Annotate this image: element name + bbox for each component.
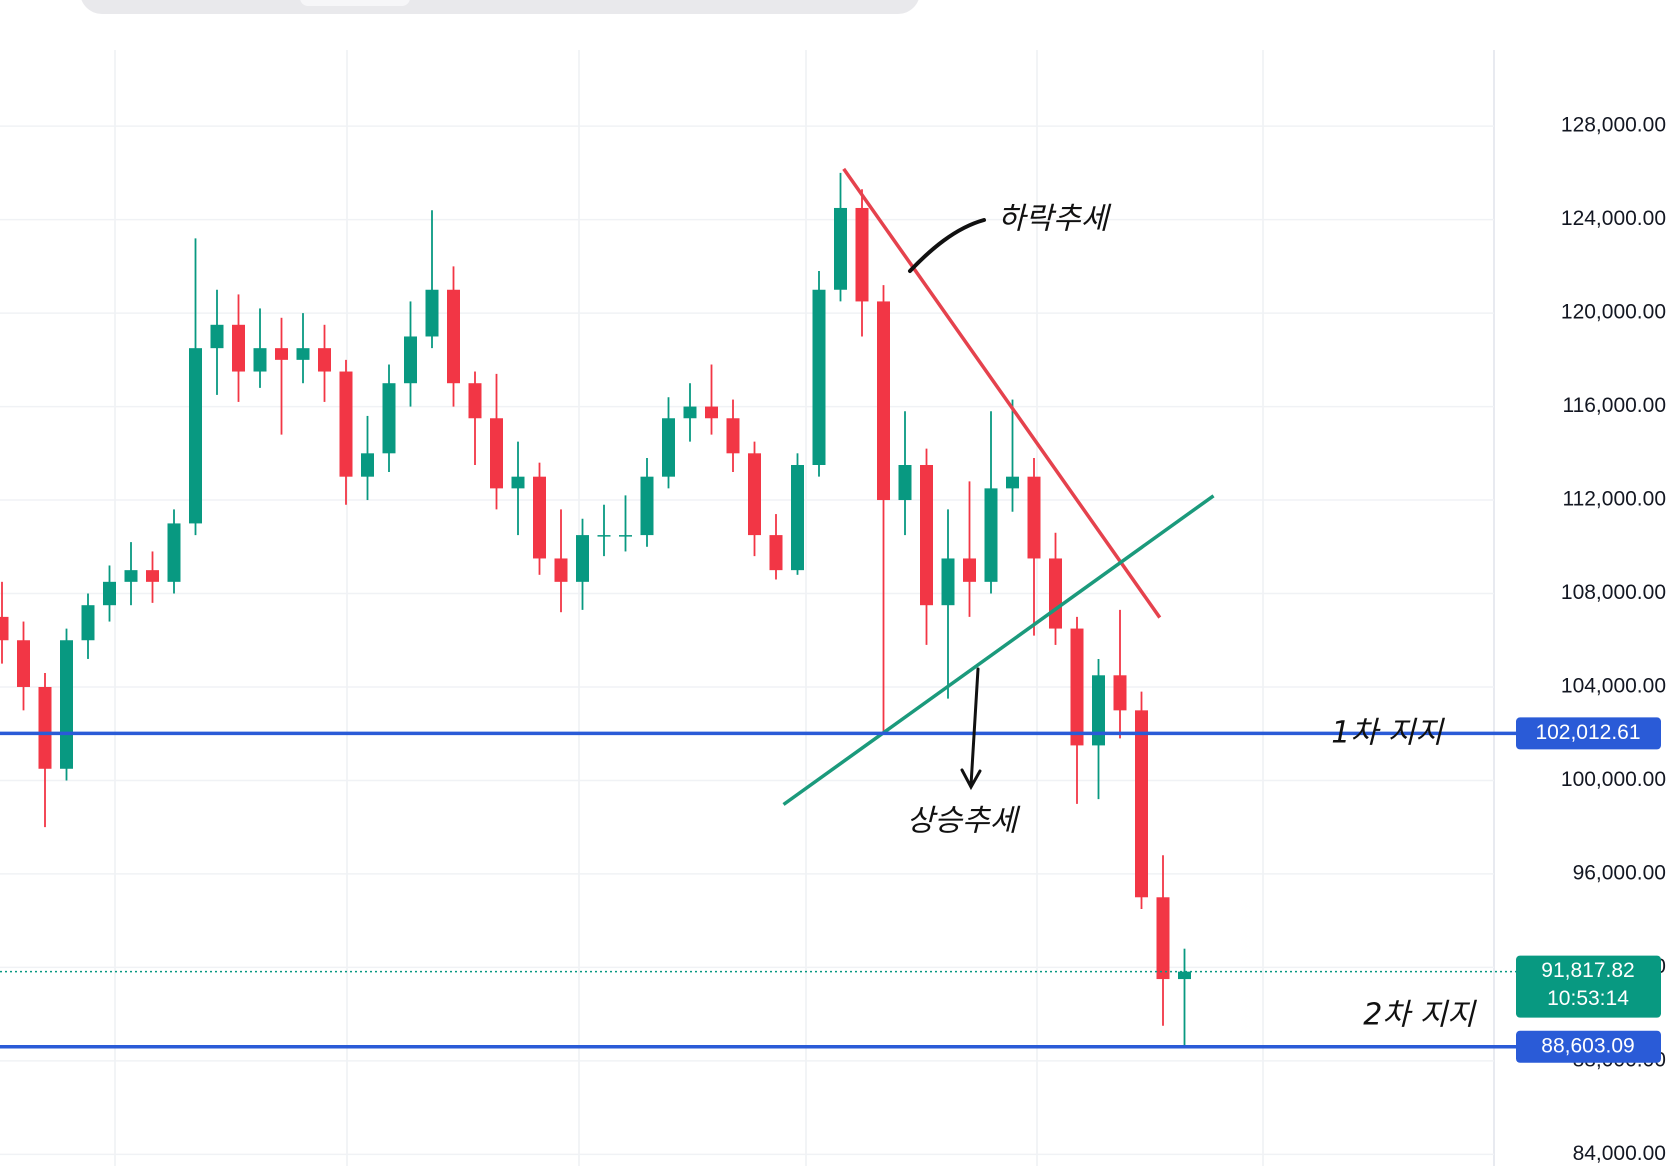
last-price-label: 91,817.82 (1541, 959, 1634, 982)
candle-body (17, 640, 30, 687)
candle-body (640, 476, 654, 536)
candle-body (576, 535, 589, 582)
candle-body (597, 535, 611, 537)
candle-body (275, 348, 288, 360)
candle-body (920, 464, 933, 606)
candle-body (468, 383, 482, 419)
y-tick-label: 128,000.00 (1561, 114, 1666, 137)
annotation: 2차 지지 (1363, 998, 1477, 1033)
last-price-box (1516, 955, 1661, 1018)
candle-body (877, 301, 890, 501)
y-tick-label: 96,000.00 (1573, 861, 1666, 884)
candle-body (339, 371, 353, 477)
support-box (1516, 717, 1661, 750)
y-tick-label: 108,000.00 (1561, 581, 1666, 604)
y-tick-label: 116,000.00 (1562, 394, 1666, 417)
countdown-label: 10:53:14 (1547, 987, 1629, 1010)
candle-body (1049, 558, 1062, 629)
candle-body (511, 476, 525, 489)
vertical-grid (114, 50, 1264, 1166)
candle-body (855, 207, 869, 302)
candle-body (705, 406, 718, 419)
trend-line (782, 494, 1215, 806)
candle-body (0, 616, 9, 641)
candle-body (318, 348, 331, 372)
trend-line (842, 167, 1162, 619)
y-tick-label: 112,000.00 (1562, 488, 1666, 511)
support-label: 88,603.09 (1541, 1034, 1634, 1057)
candle-body (253, 348, 267, 372)
top-bar (81, 0, 919, 14)
candle-body (984, 488, 998, 582)
candle-body (898, 464, 912, 501)
candle-body (425, 289, 439, 337)
annotation: 상승추세 (907, 804, 1021, 839)
candle-body (554, 558, 568, 582)
candle-body (210, 324, 224, 349)
candle-body (1027, 476, 1041, 559)
candle-body (1178, 971, 1191, 980)
candle-body (769, 535, 783, 571)
candle-body (167, 523, 181, 582)
candle-body (748, 453, 761, 536)
pen-arrow (960, 667, 982, 791)
support-label: 102,012.61 (1535, 721, 1640, 744)
candle-body (834, 207, 847, 290)
y-tick-label: 100,000.00 (1561, 768, 1666, 791)
candle-body (296, 348, 310, 360)
candle-body (1135, 710, 1148, 898)
candle-body (726, 418, 740, 454)
candle-body (361, 453, 374, 477)
annotation: 1차 지지 (1331, 716, 1445, 751)
candle-body (81, 605, 95, 641)
annotation: 하락추세 (998, 202, 1112, 237)
candle-body (1070, 628, 1084, 746)
top-bar-tab (300, 0, 410, 6)
candle-body (146, 570, 159, 582)
y-tick-label: 84,000.00 (1573, 1142, 1666, 1165)
y-tick-label: 124,000.00 (1561, 207, 1666, 230)
candle-body (382, 383, 396, 454)
candle-body (124, 570, 138, 582)
candle-body (60, 640, 73, 769)
candle-body (232, 324, 245, 372)
candle-body (103, 581, 116, 606)
candle-body (404, 336, 417, 384)
candle-body (1006, 476, 1019, 489)
candle-body (1156, 897, 1170, 980)
candle-body (791, 464, 804, 571)
candle-body (1113, 675, 1127, 711)
candle-body (189, 348, 202, 524)
candle-body (619, 535, 632, 537)
candle-body (1092, 675, 1105, 746)
candle-body (941, 558, 955, 606)
y-tick-label: 104,000.00 (1561, 675, 1666, 698)
pen-stroke (908, 218, 986, 273)
candle-body (490, 418, 503, 489)
candle-body (447, 289, 460, 384)
y-tick-label: 120,000.00 (1561, 301, 1666, 324)
candle-body (533, 476, 546, 559)
candle-body (683, 406, 697, 419)
candle-body (963, 558, 976, 582)
candle-body (812, 289, 826, 465)
candle-body (38, 686, 52, 769)
candle-body (662, 418, 675, 477)
support-box (1516, 1030, 1661, 1063)
